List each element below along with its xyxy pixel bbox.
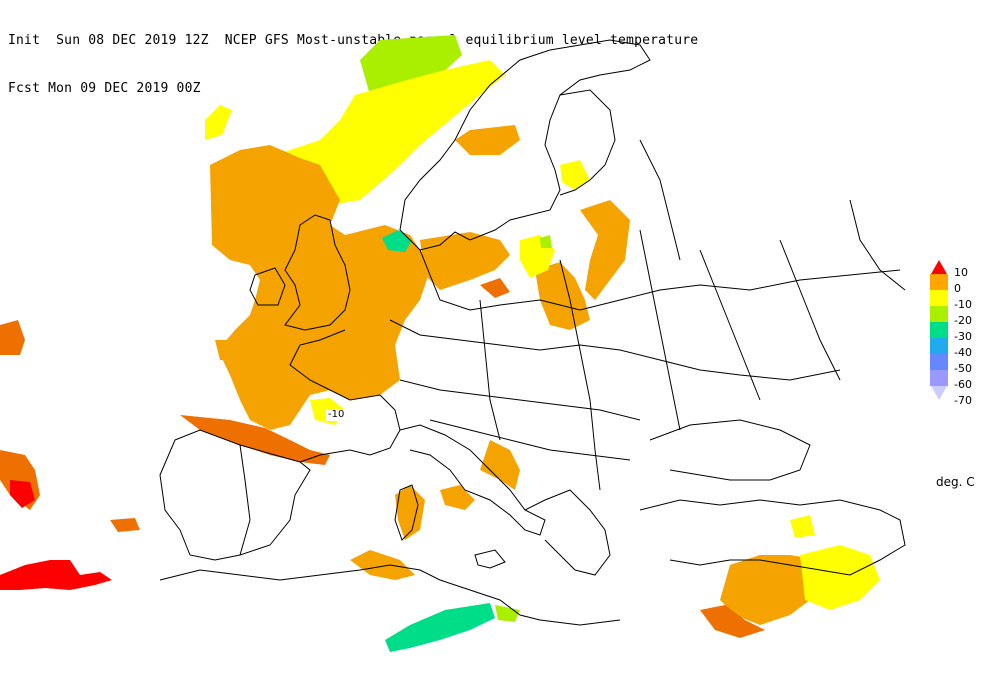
legend-label: -10 — [954, 298, 972, 311]
legend-item-minus60: -60 — [930, 370, 990, 391]
legend-swatch — [930, 274, 948, 290]
legend-item-minus50: -50 — [930, 354, 990, 375]
units-label: deg. C — [936, 475, 975, 489]
legend-swatch — [930, 322, 948, 338]
legend-label: -20 — [954, 314, 972, 327]
legend-item-minus20: -20 — [930, 306, 990, 327]
field-yellow-green-north-sea — [360, 35, 462, 95]
contour-label-minus10: -10 — [326, 409, 347, 421]
legend-label: -60 — [954, 378, 972, 391]
forecast-line: Fcst Mon 09 DEC 2019 00Z — [8, 81, 201, 96]
legend-label: 0 — [954, 282, 961, 295]
legend-swatch — [930, 354, 948, 370]
legend-swatch — [930, 338, 948, 354]
legend-label: -30 — [954, 330, 972, 343]
legend-label: -70 — [954, 394, 972, 407]
legend-item-minus70: -70 — [930, 386, 990, 407]
legend-item-minus30: -30 — [930, 322, 990, 343]
legend-triangle-down-icon — [931, 386, 947, 400]
legend-label: 10 — [954, 266, 968, 279]
legend-item-10: 10 — [930, 258, 990, 279]
map-title: Init Sun 08 DEC 2019 12Z NCEP GFS Most-u… — [8, 1, 698, 113]
legend-item-minus10: -10 — [930, 290, 990, 311]
legend-swatch — [930, 306, 948, 322]
legend-label: -50 — [954, 362, 972, 375]
field-teal — [382, 230, 552, 652]
field-yellow-patches — [310, 160, 880, 610]
legend-item-minus40: -40 — [930, 338, 990, 359]
coastlines — [159, 39, 906, 626]
legend-triangle-up-icon — [931, 260, 947, 274]
legend-swatch — [930, 370, 948, 386]
legend-item-0: 0 — [930, 274, 990, 295]
field-red — [0, 480, 112, 590]
legend-label: -40 — [954, 346, 972, 359]
legend-swatch — [930, 290, 948, 306]
init-line: Init Sun 08 DEC 2019 12Z NCEP GFS Most-u… — [8, 33, 699, 48]
